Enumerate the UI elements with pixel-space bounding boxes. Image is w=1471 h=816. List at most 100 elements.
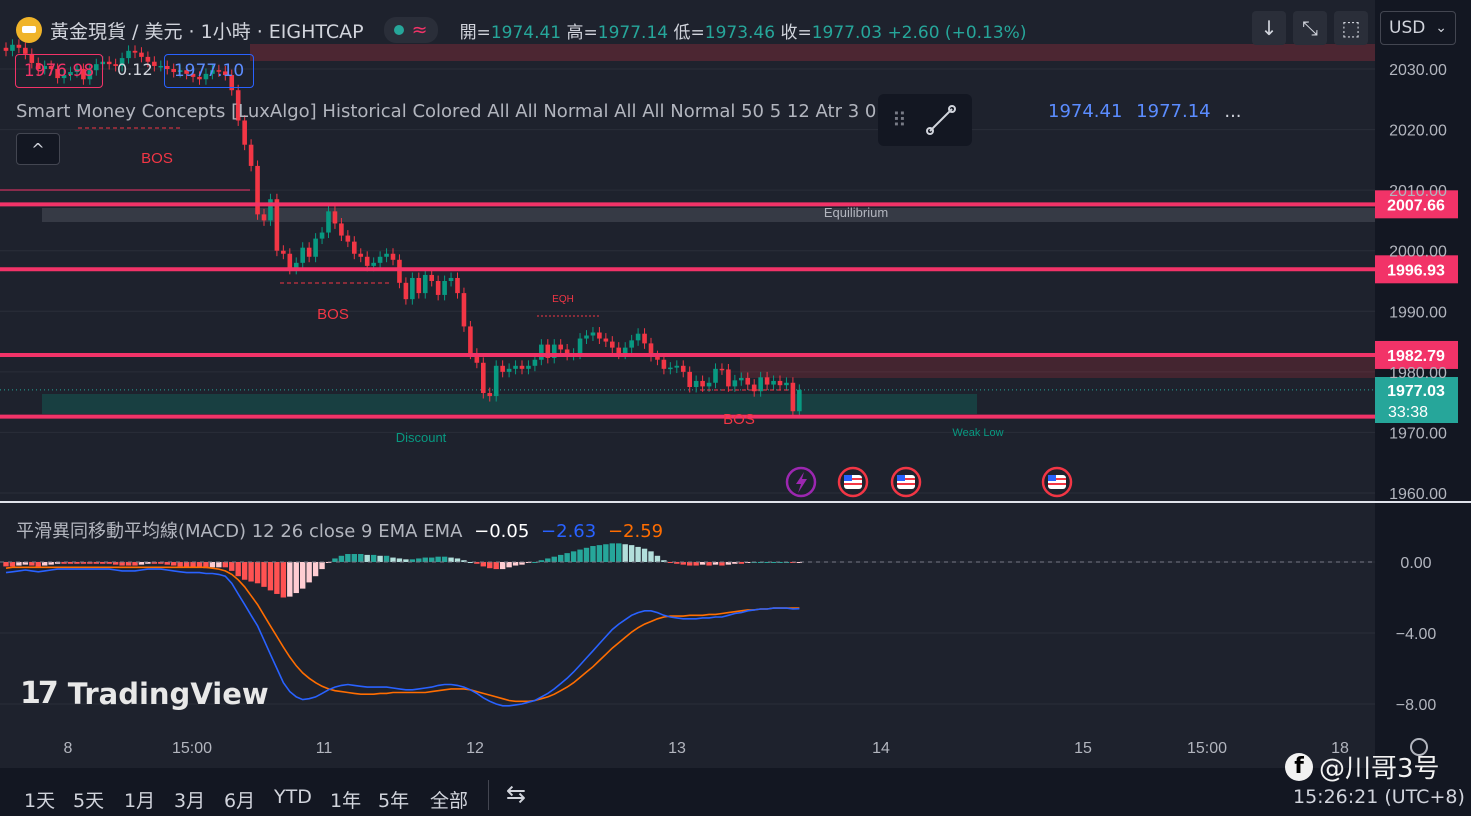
macd-histogram-bar <box>558 554 564 562</box>
macd-histogram-bar <box>332 558 338 562</box>
macd-histogram-bar <box>145 562 151 564</box>
candle-body <box>713 368 718 383</box>
macd-histogram-bar <box>345 554 351 562</box>
macd-histogram-bar <box>254 562 261 584</box>
trendline-icon[interactable] <box>924 103 958 137</box>
macd-tick-label: −4.00 <box>1396 626 1437 643</box>
macd-histogram-bar <box>261 562 267 587</box>
macd-histogram-bar <box>306 562 312 583</box>
candle-body <box>500 365 505 372</box>
macd-legend[interactable]: 平滑異同移動平均線(MACD) 12 26 close 9 EMA EMA −0… <box>16 517 663 543</box>
candle-body <box>158 65 164 68</box>
candle-body <box>519 365 525 369</box>
candle-body <box>10 44 15 51</box>
drag-handle-icon[interactable]: ⠿ <box>892 108 907 132</box>
timeframe-6[interactable]: 1年 <box>330 790 362 812</box>
timeframe-0[interactable]: 1天 <box>24 790 56 812</box>
timeframe-5[interactable]: YTD <box>274 786 312 808</box>
close-label: 收= <box>780 22 812 43</box>
macd-histogram-bar <box>590 546 596 562</box>
macd-tick-label: 0.00 <box>1400 555 1431 572</box>
candle-body <box>648 343 654 357</box>
macd-histogram-bar <box>570 551 577 562</box>
timeframe-4[interactable]: 6月 <box>224 790 256 812</box>
indicator-more[interactable]: ... <box>1224 101 1242 122</box>
premium-zone <box>250 44 1375 61</box>
indicator-legend[interactable]: Smart Money Concepts [LuxAlgo] Historica… <box>16 101 910 122</box>
candle-body <box>313 238 318 257</box>
bid-price-button[interactable]: 1976.98 <box>15 54 103 88</box>
candle-body <box>377 256 383 263</box>
candle-body <box>616 347 622 354</box>
candle-body <box>300 247 305 263</box>
candle-body <box>242 120 247 145</box>
currency-value: USD <box>1389 18 1426 38</box>
candle-body <box>152 61 157 66</box>
price-tick-label: 1980.00 <box>1389 365 1447 382</box>
macd-histogram-bar <box>448 557 454 562</box>
candle-body <box>352 241 357 254</box>
ohlc-readout: 開=1974.41 高=1977.14 低=1973.46 收=1977.03 … <box>460 18 1027 43</box>
macd-histogram-bar <box>422 557 428 562</box>
candle-body <box>255 165 260 215</box>
fullscreen-button[interactable]: ⬚ <box>1334 11 1368 45</box>
macd-histogram-bar <box>616 543 622 562</box>
candle-body <box>216 70 222 72</box>
candle-body <box>790 382 796 412</box>
candle-body <box>642 333 647 344</box>
macd-histogram-bar <box>512 562 519 566</box>
candle-body <box>577 338 583 354</box>
market-status[interactable]: ≈ <box>383 17 438 43</box>
macd-histogram-bar <box>622 544 628 562</box>
macd-histogram-bar <box>216 562 222 568</box>
macd-histogram-bar <box>661 560 667 562</box>
drawing-toolbar[interactable]: ⠿ <box>878 94 972 146</box>
collapse-button[interactable]: ⤡ <box>1293 11 1327 45</box>
timeframe-3[interactable]: 3月 <box>174 790 206 812</box>
bottom-toolbar <box>0 768 1471 816</box>
candle-body <box>371 262 376 266</box>
chevron-up-icon: ^ <box>31 139 45 159</box>
time-tick-label: 15 <box>1074 740 1092 757</box>
candle-body <box>764 377 770 385</box>
currency-select[interactable]: USD ⌄ <box>1380 11 1456 45</box>
macd-histogram-bar <box>61 562 67 564</box>
candle-body <box>422 274 428 294</box>
macd-histogram-bar <box>229 562 235 571</box>
timeframe-2[interactable]: 1月 <box>124 790 156 812</box>
candle-body <box>332 211 338 224</box>
indicator-value-2: 1977.14 <box>1136 101 1211 122</box>
time-tick-label: 18 <box>1331 740 1349 757</box>
candle-body <box>55 69 60 79</box>
candle-body <box>23 47 28 54</box>
macd-histogram-bar <box>222 562 228 568</box>
candle-body <box>758 377 763 392</box>
ask-price-button[interactable]: 1977.10 <box>164 54 254 88</box>
symbol-header[interactable]: 黃金現貨 / 美元 · 1小時 · EIGHTCAP ≈ 開=1974.41 高… <box>16 16 1026 44</box>
low-label: 低= <box>673 22 705 43</box>
macd-histogram-bar <box>93 562 99 564</box>
macd-histogram-bar <box>177 562 183 567</box>
status-symbol: ≈ <box>411 19 428 41</box>
macd-histogram-bar <box>300 562 306 589</box>
candle-body <box>126 50 131 59</box>
macd-histogram-bar <box>100 562 106 564</box>
timeframe-8[interactable]: 全部 <box>430 790 469 812</box>
candle-body <box>35 62 41 69</box>
candle-body <box>590 332 596 336</box>
timeframe-7[interactable]: 5年 <box>378 790 410 812</box>
clock[interactable]: 15:26:21 (UTC+8) <box>1293 786 1465 808</box>
compare-button[interactable]: ⇆ <box>506 780 526 808</box>
legend-collapse-button[interactable]: ^ <box>16 133 60 165</box>
macd-histogram-bar <box>474 562 480 564</box>
candle-body <box>635 333 641 341</box>
macd-histogram-bar <box>499 562 506 570</box>
symbol-title[interactable]: 黃金現貨 / 美元 · 1小時 · EIGHTCAP <box>50 20 364 43</box>
candle-body <box>461 293 467 327</box>
download-button[interactable]: ↓ <box>1252 11 1286 45</box>
time-tick-label: 12 <box>466 740 484 757</box>
macd-histogram-bar <box>338 555 345 562</box>
macd-histogram-bar <box>3 562 9 567</box>
timeframe-1[interactable]: 5天 <box>73 790 105 812</box>
